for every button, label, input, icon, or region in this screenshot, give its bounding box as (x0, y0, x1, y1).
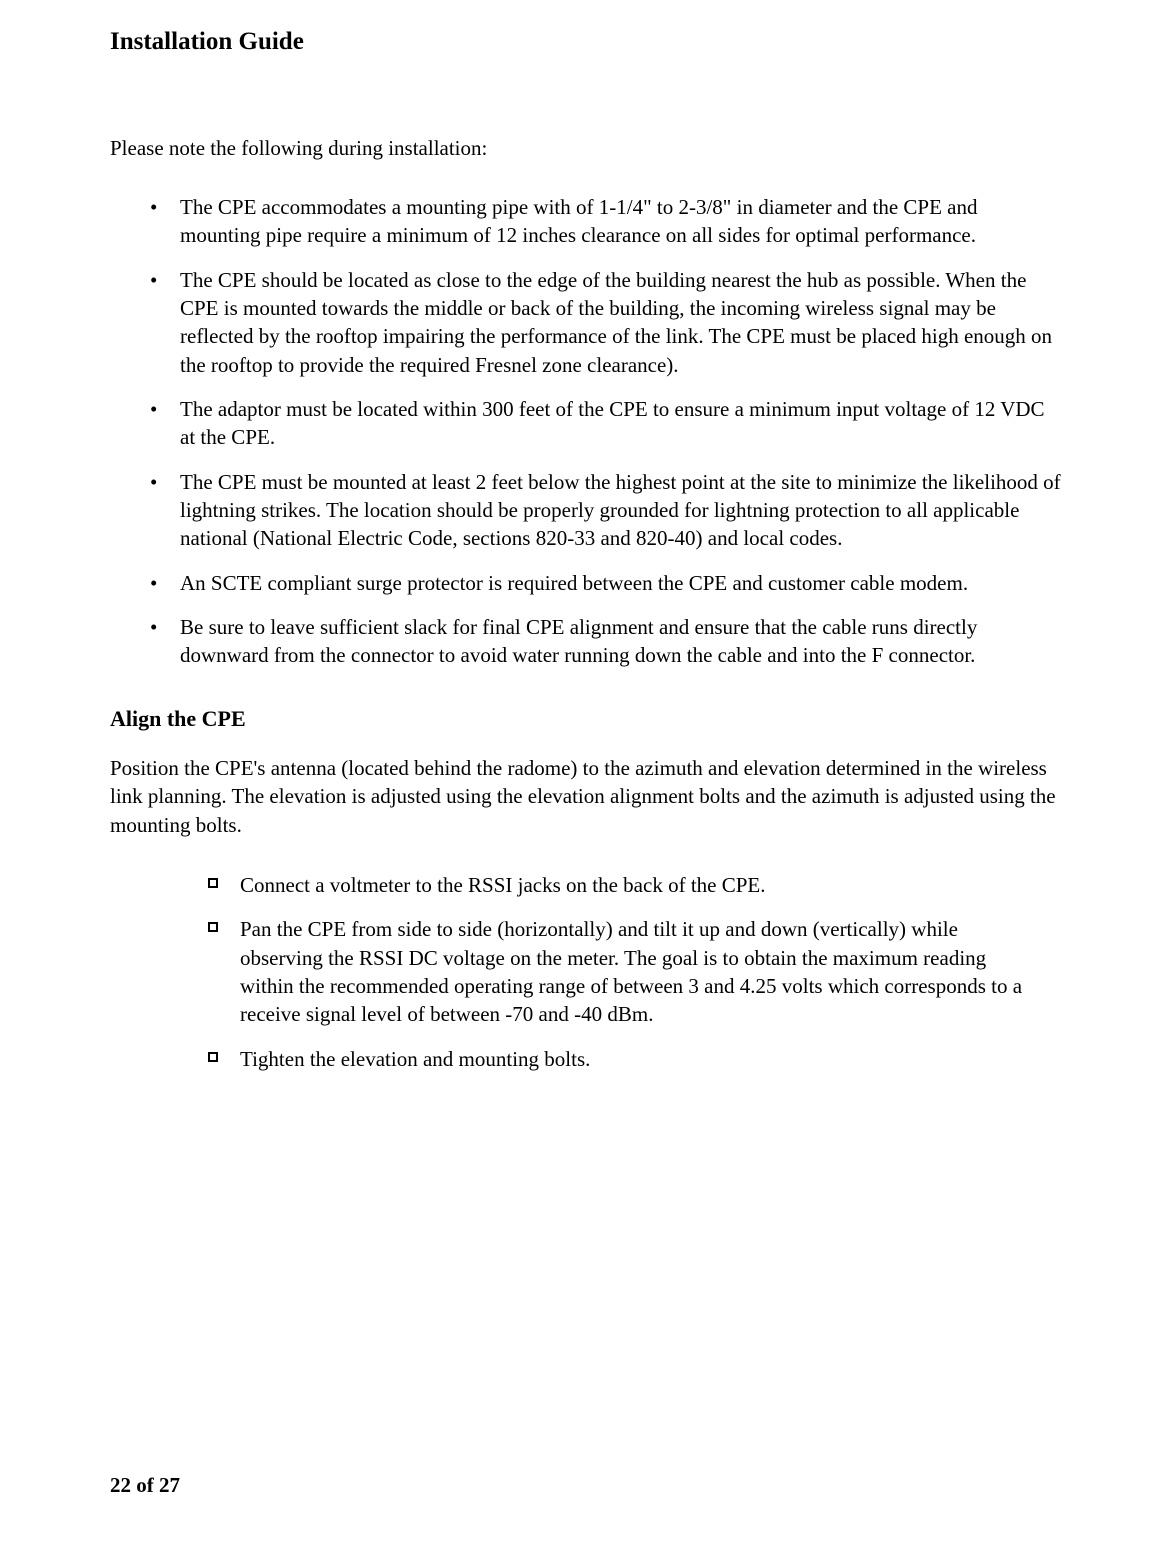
list-item: The CPE accommodates a mounting pipe wit… (110, 193, 1063, 250)
page-number-of: of (136, 1473, 154, 1497)
page-container: Installation Guide Please note the follo… (0, 0, 1173, 1548)
page-number-current: 22 (110, 1473, 131, 1497)
page-title: Installation Guide (110, 28, 1063, 56)
align-paragraph: Position the CPE's antenna (located behi… (110, 754, 1063, 839)
align-steps-list: Connect a voltmeter to the RSSI jacks on… (110, 871, 1063, 1073)
list-item: Pan the CPE from side to side (horizonta… (110, 915, 1063, 1028)
list-item: The adaptor must be located within 300 f… (110, 395, 1063, 452)
list-item: Be sure to leave sufficient slack for fi… (110, 613, 1063, 670)
page-footer: 22 of 27 (110, 1473, 180, 1498)
align-heading: Align the CPE (110, 706, 1063, 732)
list-item: Connect a voltmeter to the RSSI jacks on… (110, 871, 1063, 899)
page-number-total: 27 (159, 1473, 180, 1497)
installation-notes-list: The CPE accommodates a mounting pipe wit… (110, 193, 1063, 670)
intro-text: Please note the following during install… (110, 136, 1063, 161)
list-item: An SCTE compliant surge protector is req… (110, 569, 1063, 597)
list-item: Tighten the elevation and mounting bolts… (110, 1045, 1063, 1073)
list-item: The CPE should be located as close to th… (110, 266, 1063, 379)
list-item: The CPE must be mounted at least 2 feet … (110, 468, 1063, 553)
